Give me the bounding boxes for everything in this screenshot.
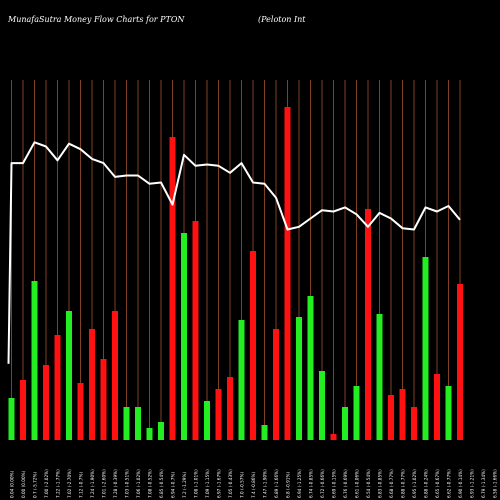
chart-title: MunafaSutra Money Flow Charts for PTON xyxy=(8,15,185,24)
x-tick-label: 6.8 (-0.91%) xyxy=(286,472,291,498)
money-flow-bar xyxy=(457,284,463,440)
x-tick-label: 6.74 (-0.85%) xyxy=(309,469,314,498)
money-flow-bar xyxy=(307,296,314,440)
x-tick-label: 7.00 (-2.02%) xyxy=(44,469,49,498)
x-tick-label: 7.05 (-0.43%) xyxy=(228,469,233,498)
money-flow-bar xyxy=(411,407,417,440)
money-flow-bar xyxy=(388,395,394,440)
money-flow-bar xyxy=(296,317,302,440)
x-tick-label: 6.65 (-0.67%) xyxy=(435,469,440,498)
money-flow-bar xyxy=(319,371,325,440)
money-flow-bar xyxy=(273,329,279,440)
money-flow-bar xyxy=(445,386,452,440)
x-tick-label: 6.69 (-0.15%) xyxy=(332,469,337,498)
price-line-series xyxy=(7,141,461,364)
x-tick-label: 6.76 (-0.69%) xyxy=(343,469,348,498)
price-line xyxy=(7,141,461,364)
x-tick-label: 7.06 (-1.02%) xyxy=(136,469,141,498)
money-flow-bar xyxy=(376,314,383,440)
x-tick-label: 6.54 (-0.54%) xyxy=(366,469,371,498)
x-tick-label: 6.62 (-0.77%) xyxy=(447,469,452,498)
x-tick-label: 6.89 (-1.66%) xyxy=(274,469,279,498)
x-tick-label: 6.94 (-1.25%) xyxy=(297,469,302,498)
x-tick-label: 7.09 (-1.15%) xyxy=(205,469,210,498)
money-flow-bar xyxy=(146,428,153,440)
x-tick-label: 6.61 (-0.06%) xyxy=(355,469,360,498)
money-flow-bar xyxy=(284,107,291,440)
x-tick-label: 6.85 (-0.54%) xyxy=(159,469,164,498)
money-flow-bar xyxy=(66,311,72,440)
money-flow-bar xyxy=(8,398,15,440)
x-tick-label: 0 7 (-5.72%) xyxy=(33,472,38,498)
money-flow-bar xyxy=(77,383,84,440)
money-flow-bar xyxy=(54,335,61,440)
x-axis-labels: 0.04 (0.00%) 0.00 (0.00%) 0 7 (-5.72%) 7.00… xyxy=(10,469,498,498)
x-tick-label: 7.22 (-1.77%) xyxy=(56,469,61,498)
money-flow-bar xyxy=(204,401,210,440)
money-flow-bar xyxy=(422,257,429,440)
x-tick-label: 6.72 (-0.66%) xyxy=(320,469,325,498)
x-tick-label: 7.02 (-2.70%) xyxy=(67,469,72,498)
money-flow-bar xyxy=(399,389,406,440)
x-tick-label: 6.83 (-0.85%) xyxy=(378,469,383,498)
money-flow-bar xyxy=(330,434,337,440)
x-tick-label: 7.47 (-1.90%) xyxy=(263,469,268,498)
bar-series xyxy=(8,107,463,440)
money-flow-bar xyxy=(181,233,187,440)
x-tick-label: 6.79 (-1.34%) xyxy=(481,469,486,498)
money-flow-bar xyxy=(192,221,199,440)
money-flow-bar xyxy=(365,209,371,440)
x-tick-label: 6.88 (-0.24%) xyxy=(424,469,429,498)
money-flow-bar xyxy=(135,407,141,440)
chart-subtitle: (Peloton Int xyxy=(258,15,306,24)
money-flow-bar xyxy=(238,320,245,440)
money-flow-bar xyxy=(215,389,222,440)
money-flow-bar xyxy=(250,251,256,440)
x-tick-label: 6.90 (-0.14%) xyxy=(458,469,463,498)
x-tick-label: 7.4 (-0.86%) xyxy=(251,472,256,498)
x-tick-label: 6.97 (-1.67%) xyxy=(217,469,222,498)
x-tick-label: 7.2 (-1.29%) xyxy=(182,472,187,498)
x-tick-label: 6.68 (-0.77%) xyxy=(389,469,394,498)
money-flow-bar xyxy=(112,311,118,440)
x-tick-label: 0.00 (0.00%) xyxy=(21,470,26,498)
money-flow-bar xyxy=(89,329,95,440)
money-flow-bar xyxy=(227,377,233,440)
money-flow-bar xyxy=(100,359,107,440)
money-flow-bar xyxy=(353,386,360,440)
money-flow-bar xyxy=(169,137,176,440)
money-flow-bar xyxy=(261,425,268,440)
x-tick-label: 0.04 (0.00%) xyxy=(10,470,15,498)
x-tick-label: 7.08 (-0.52%) xyxy=(148,469,153,498)
x-tick-label: 7.12 (-0.7%) xyxy=(79,472,84,498)
x-tick-label: 7.01 (-2.60%) xyxy=(102,469,107,498)
x-tick-label: 7.28 (-0.39%) xyxy=(113,469,118,498)
money-flow-bar xyxy=(20,380,26,440)
x-tick-label: 6.93 (-1.21%) xyxy=(470,469,475,498)
money-flow-bar xyxy=(43,365,49,440)
x-tick-label: 7.08 (-1.01%) xyxy=(194,469,199,498)
money-flow-bar xyxy=(123,407,130,440)
x-tick-label: 6.58 (-1.66%) xyxy=(493,469,498,498)
money-flow-bar xyxy=(31,281,38,440)
x-tick-label: 7.0 (-0.57%) xyxy=(240,472,245,498)
x-tick-label: 6.94 (-0.7%) xyxy=(171,472,176,498)
x-tick-label: 7.24 (-1.90%) xyxy=(90,469,95,498)
money-flow-bar xyxy=(342,407,348,440)
x-tick-label: 6.88 (-0.77%) xyxy=(401,469,406,498)
x-tick-label: 6.95 (-1.02%) xyxy=(412,469,417,498)
money-flow-bar xyxy=(434,374,440,440)
money-flow-bar xyxy=(158,422,164,440)
x-tick-label: 7.03 (-0.51%) xyxy=(125,469,130,498)
